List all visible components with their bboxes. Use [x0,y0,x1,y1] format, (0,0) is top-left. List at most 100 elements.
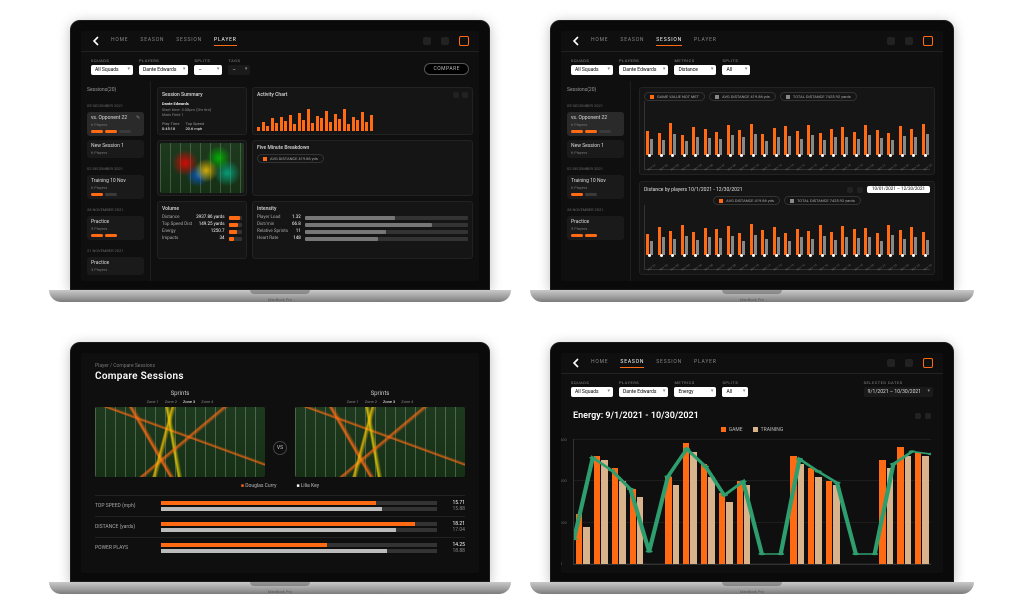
notification-icon[interactable] [887,37,895,45]
screen-session-dashboard: HOME SEASON SESSION PLAYER SQUADSAll Squ… [561,31,943,281]
zone-tab[interactable]: Zone 2 [165,399,177,404]
panel-title: Session Summary [162,92,242,98]
filter-players-select[interactable]: Dante Edwards [619,387,668,397]
expand-icon[interactable] [857,187,863,193]
tab-home[interactable]: HOME [591,359,608,368]
sprint-heatmap-right [295,407,465,477]
filter-splits-select[interactable]: – [194,65,222,75]
filter-splits-label: SPLITS [194,58,222,63]
pitch-heatmap [160,143,244,193]
zone-tabs-left: Zone 1 Zone 2 Zone 3 Zone 4 [95,399,265,404]
filter-splits-select[interactable]: All [722,65,750,75]
compare-right: Sprints Zone 1Zone 2Zone 3Zone 4 [295,390,465,477]
filter-players-label: PLAYERS [139,58,188,63]
expand-icon[interactable] [925,413,931,419]
sidebar-session-item[interactable]: ✎ vs. Opponent 22 6 Players [87,112,144,136]
tab-home[interactable]: HOME [591,37,608,46]
filter-daterange-select[interactable]: 9/1/2021 – 10/30/2021 [864,387,933,397]
intensity-panel: Intensity Player Load1.32Dist/min66.8Rel… [252,201,473,259]
sidebar-session-item[interactable]: Training 10 Nov 6 Players [87,175,144,199]
edit-icon[interactable] [453,92,459,98]
volume-panel: Volume Distance3937.86 yardsTop Speed Di… [157,201,247,259]
zone-tab[interactable]: Zone 3 [383,399,395,404]
tab-session[interactable]: SESSION [656,359,682,368]
notification-icon[interactable] [887,359,895,367]
sidebar-session-item[interactable]: New Session 1 6 Players [87,140,144,158]
compare-button[interactable]: COMPARE [424,63,469,75]
tab-season[interactable]: SEASON [140,37,164,46]
filter-bar: SQUADSAll Squads PLAYERSDante Edwards ME… [561,52,943,81]
filter-metrics-select[interactable]: Energy [674,387,716,397]
sidebar-session-item[interactable]: Training 10 Nov 6 Players [567,175,624,199]
session-upper-chart: Nov 01Nov 02Nov 03Nov 04Nov 05Nov 06Nov … [644,101,930,170]
zone-tab[interactable]: Zone 1 [347,399,359,404]
energy-title: Energy: 9/1/2021 - 10/30/2021 [573,411,699,421]
tab-player[interactable]: PLAYER [694,37,717,46]
filter-metrics-select[interactable]: Distance [674,65,716,75]
compare-stats: TOP SPEED (mph)15.7115.88DISTANCE (yards… [95,495,465,558]
filter-tags-select[interactable]: – [228,65,250,75]
zone-tab[interactable]: Zone 4 [201,399,213,404]
filter-tags-label: TAGS [228,58,250,63]
compare-left: Sprints Zone 1Zone 2Zone 3Zone 4 [95,390,265,477]
expand-icon[interactable] [462,92,468,98]
filter-bar: SQUADS All Squads PLAYERS Dante Edwards … [81,52,479,81]
session-sidebar: Sessions(20) 05 DECEMBER 2021 vs. Oppone… [561,81,631,281]
five-minute-chart [257,166,468,194]
sidebar-session-item[interactable]: vs. Opponent 22 6 Players [567,112,624,136]
edit-icon[interactable]: ✎ [136,115,141,120]
settings-icon[interactable] [441,37,449,45]
session-sidebar: Sessions(20) 05 DECEMBER 2021 ✎ vs. Oppo… [81,81,151,281]
tab-player[interactable]: PLAYER [694,359,717,368]
energy-legend: GAMETRAINING [573,427,931,433]
lower-chart-title: Distance by players 10/1/2021 - 12/30/20… [644,187,743,193]
nav-tabs: HOME SEASON SESSION PLAYER [111,37,237,46]
tab-season[interactable]: SEASON [620,37,644,46]
zone-tab[interactable]: Zone 2 [365,399,377,404]
activity-bar-chart [257,101,468,131]
zone-tab[interactable]: Zone 1 [147,399,159,404]
filter-squads-select[interactable]: All Squads [571,65,613,75]
download-icon[interactable] [847,187,853,193]
tab-player[interactable]: PLAYER [214,37,237,46]
download-icon[interactable] [915,413,921,419]
filter-squads-select[interactable]: All Squads [91,65,133,75]
user-avatar[interactable] [923,358,933,368]
heatmap-panel [157,140,247,196]
activity-chart-panel: Activity Chart [252,87,473,135]
volume-stats: Distance3937.86 yardsTop Speed Dist149.2… [162,215,242,241]
tab-session[interactable]: SESSION [176,37,202,46]
sidebar-session-item[interactable]: Practice 5 Players [87,216,144,240]
tab-session[interactable]: SESSION [656,37,682,46]
notification-icon[interactable] [423,37,431,45]
tab-home[interactable]: HOME [111,37,128,46]
laptop-mock-3: Player / Compare Sessions Compare Sessio… [70,342,490,594]
user-avatar[interactable] [923,36,933,46]
settings-icon[interactable] [905,359,913,367]
sidebar-session-item[interactable]: New Session 1 6 Players [567,140,624,158]
session-count: Sessions(20) [567,87,624,93]
session-count: Sessions(20) [87,87,144,93]
date-range-picker[interactable]: 10/01/2021 – 12/30/2021 [867,186,930,193]
panel-title: Five Minute Breakdown [257,145,468,151]
zone-tab[interactable]: Zone 3 [183,399,195,404]
laptop-mock-1: HOME SEASON SESSION PLAYER SQUADS All Sq… [70,20,490,302]
avg-distance-chip: AVG DISTANCE 419.86 yds [257,154,324,163]
filter-splits-select[interactable]: All [722,387,748,397]
chip-row: GAME VALUE NOT MET AVG DISTANCE 419.86 y… [644,92,857,101]
sidebar-session-item[interactable]: Practice 5 Players [567,216,624,240]
session-upper-chart-panel: GAME VALUE NOT MET AVG DISTANCE 419.86 y… [639,87,935,175]
filter-players-select[interactable]: Dante Edwards [139,65,188,75]
screen-compare-sessions: Player / Compare Sessions Compare Sessio… [81,353,479,573]
filter-squads-select[interactable]: All Squads [571,387,613,397]
sidebar-session-item[interactable]: Practice 3 Players [87,257,144,275]
compare-legend: Douglas CurryLilia Key [95,483,465,489]
filter-players-select[interactable]: Dante Edwards [619,65,668,75]
tab-season[interactable]: SEASON [620,359,644,368]
user-avatar[interactable] [459,36,469,46]
screen-energy-chart: HOME SEASON SESSION PLAYER SQUADSAll Squ… [561,353,943,573]
session-lower-chart: Nov 01Nov 02Nov 03Nov 04Nov 05Nov 06Nov … [644,205,930,270]
zone-tab[interactable]: Zone 4 [401,399,413,404]
session-summary-panel: Session Summary Dante Edwards Start time… [157,87,247,135]
settings-icon[interactable] [905,37,913,45]
